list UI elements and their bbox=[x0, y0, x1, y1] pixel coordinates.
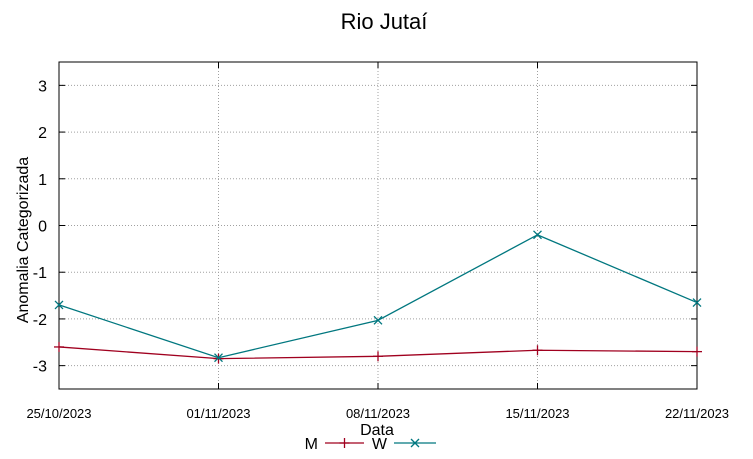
y-tick-label: -3 bbox=[33, 359, 47, 376]
plot-frame bbox=[58, 61, 698, 390]
data-point-M bbox=[213, 353, 224, 364]
axes-layer: 3 2 1 0 -1 -2 -3 25/10/2023 01/11/2023 08/11/2023… bbox=[26, 61, 729, 421]
legend-label: M bbox=[305, 436, 318, 453]
series-layer bbox=[54, 230, 702, 364]
marker-stroke bbox=[533, 230, 542, 240]
data-point-W bbox=[214, 353, 223, 363]
y-tick-label: 1 bbox=[38, 172, 47, 189]
legend-marker-M bbox=[339, 438, 350, 448]
data-point-W bbox=[54, 300, 64, 310]
legend-marker-W bbox=[410, 438, 420, 448]
data-point-M bbox=[692, 346, 702, 357]
marker-stroke bbox=[410, 438, 420, 448]
x-axis-label: Data bbox=[360, 422, 394, 439]
y-tick-label: 2 bbox=[38, 125, 47, 142]
marker-stroke bbox=[214, 353, 223, 363]
x-tick-label: 22/11/2023 bbox=[665, 406, 729, 421]
x-tick-label: 25/10/2023 bbox=[26, 406, 91, 421]
marker-stroke bbox=[373, 315, 383, 325]
data-point-M bbox=[532, 345, 543, 356]
data-point-M bbox=[54, 341, 64, 352]
y-tick-label: 0 bbox=[38, 219, 47, 236]
y-tick-label: 3 bbox=[38, 78, 47, 95]
data-point-W bbox=[533, 230, 542, 240]
legend-label: W bbox=[372, 436, 388, 453]
marker-stroke bbox=[54, 300, 64, 310]
x-tick-label: 08/11/2023 bbox=[346, 406, 410, 421]
data-point-M bbox=[373, 351, 383, 362]
chart-title: Rio Jutaí bbox=[341, 9, 428, 34]
y-tick-label: -2 bbox=[33, 312, 47, 329]
data-point-W bbox=[692, 298, 702, 308]
grid-layer bbox=[59, 62, 697, 389]
marker-stroke bbox=[692, 298, 702, 308]
data-point-W bbox=[373, 315, 383, 325]
y-tick-label: -1 bbox=[33, 265, 47, 282]
x-tick-label: 15/11/2023 bbox=[505, 406, 569, 421]
y-axis-label: Anomalia Categorizada bbox=[15, 157, 32, 323]
x-tick-label: 01/11/2023 bbox=[186, 406, 250, 421]
